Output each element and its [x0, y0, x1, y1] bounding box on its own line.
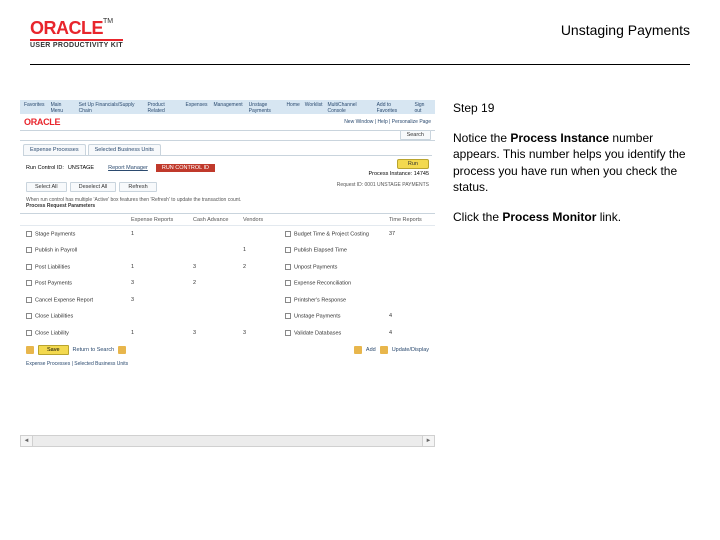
ss-return-link: Return to Search	[73, 347, 115, 353]
content-area: Favorites Main Menu Set Up Financials/Su…	[20, 100, 703, 447]
logo-subtitle: USER PRODUCTIVITY KIT	[30, 39, 123, 49]
step-label: Step 19	[453, 100, 703, 116]
ss-runcontrol-row: Run Control ID: UNSTAGE Report Manager R…	[20, 156, 435, 179]
app-screenshot: Favorites Main Menu Set Up Financials/Su…	[20, 100, 435, 447]
scroll-left-icon: ◄	[21, 436, 33, 446]
ss-search-button: Search	[400, 130, 431, 140]
ss-action-buttons: Select All Deselect All Refresh Request …	[20, 179, 435, 195]
notify-icon	[118, 346, 126, 354]
ss-crumb: Management	[213, 102, 242, 112]
ss-note: When run control has multiple 'Active' b…	[20, 195, 435, 214]
scroll-right-icon: ►	[422, 436, 434, 446]
ss-toplink: Home	[286, 102, 299, 112]
ss-runctrl-label: Run Control ID:	[26, 165, 64, 171]
ss-brand-row: ORACLE New Window | Help | Personalize P…	[20, 114, 435, 130]
ss-crumb: Expenses	[186, 102, 208, 112]
ss-crumb: Product Related	[147, 102, 179, 112]
ss-search-row: Search	[20, 131, 435, 141]
ss-rcid-highlight: RUN CONTROL ID	[156, 164, 215, 172]
logo-tm: TM	[103, 18, 113, 25]
ss-crumb: Unstage Payments	[249, 102, 287, 112]
add-icon	[354, 346, 362, 354]
ss-bottom-tabs: Expense Processes | Selected Business Un…	[20, 359, 435, 375]
ss-grid-row: Post Liabilities132Unpost Payments	[20, 259, 435, 275]
ss-report-manager-link: Report Manager	[108, 165, 148, 171]
ss-grid-body: Stage Payments1Budget Time & Project Cos…	[20, 226, 435, 341]
ss-grid-row: Cancel Expense Report3Printsher's Respon…	[20, 292, 435, 308]
ss-breadcrumb-bar: Favorites Main Menu Set Up Financials/Su…	[20, 100, 435, 114]
scroll-track	[33, 436, 422, 446]
ss-grid-row: Publish in Payroll1Publish Elapsed Time	[20, 242, 435, 258]
page-title: Unstaging Payments	[561, 22, 690, 38]
ss-brand-links: New Window | Help | Personalize Page	[344, 119, 431, 125]
ss-tab: Expense Processes	[23, 144, 86, 155]
page-header: ORACLETM USER PRODUCTIVITY KIT Unstaging…	[30, 18, 690, 49]
ss-request-id: Request ID: 0001 UNSTAGE PAYMENTS	[337, 182, 429, 192]
ss-run-button: Run	[397, 159, 429, 169]
ss-tabs: Expense Processes Selected Business Unit…	[20, 141, 435, 155]
ss-grid-row: Stage Payments1Budget Time & Project Cos…	[20, 226, 435, 242]
ss-crumb: Main Menu	[51, 102, 73, 112]
ss-update-link: Update/Display	[392, 347, 429, 353]
save-icon	[26, 346, 34, 354]
ss-selectall-button: Select All	[26, 182, 67, 192]
header-rule	[30, 64, 690, 65]
ss-grid-row: Close Liability133Validate Databases4	[20, 325, 435, 341]
ss-scrollbar: ◄ ►	[20, 435, 435, 447]
ss-toplink: MultiChannel Console	[327, 102, 371, 112]
ss-runctrl-value: UNSTAGE	[68, 165, 94, 171]
ss-deselectall-button: Deselect All	[70, 182, 117, 192]
logo-block: ORACLETM USER PRODUCTIVITY KIT	[30, 18, 123, 49]
ss-refresh-button: Refresh	[119, 182, 156, 192]
ss-grid-row: Close LiabilitiesUnstage Payments4	[20, 308, 435, 324]
ss-tab: Selected Business Units	[88, 144, 161, 155]
ss-add-link: Add	[366, 347, 376, 353]
ss-grid-row: Post Payments32Expense Reconciliation	[20, 275, 435, 291]
ss-toplink: Sign out	[414, 102, 431, 112]
update-icon	[380, 346, 388, 354]
instruction-paragraph-2: Click the Process Monitor link.	[453, 209, 703, 225]
ss-process-instance: Process Instance: 14745	[368, 171, 429, 177]
instruction-paragraph-1: Notice the Process Instance number appea…	[453, 130, 703, 195]
ss-save-button: Save	[38, 345, 69, 355]
ss-brand: ORACLE	[24, 117, 60, 127]
ss-toplink: Add to Favorites	[377, 102, 410, 112]
logo-brand: ORACLE	[30, 18, 103, 38]
ss-footer-row: Save Return to Search Add Update/Display	[20, 341, 435, 359]
ss-grid-header: Expense Reports Cash Advance Vendors Tim…	[20, 214, 435, 226]
instruction-panel: Step 19 Notice the Process Instance numb…	[453, 100, 703, 447]
ss-toplink: Worklist	[305, 102, 323, 112]
ss-crumb: Favorites	[24, 102, 45, 112]
ss-crumb: Set Up Financials/Supply Chain	[79, 102, 142, 112]
